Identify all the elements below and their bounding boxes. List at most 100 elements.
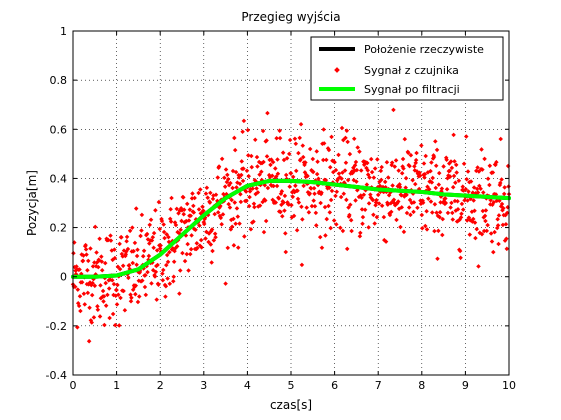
sensor-point xyxy=(408,152,414,158)
sensor-point xyxy=(439,186,445,191)
sensor-point xyxy=(321,141,327,146)
sensor-point xyxy=(462,198,467,203)
sensor-point xyxy=(106,286,112,291)
sensor-point xyxy=(255,190,261,195)
sensor-point xyxy=(344,246,350,252)
sensor-point xyxy=(491,249,496,255)
sensor-point xyxy=(485,176,491,181)
sensor-point xyxy=(284,156,290,161)
series-line-filtered-signal xyxy=(71,178,511,279)
sensor-point xyxy=(359,207,365,212)
sensor-point xyxy=(310,169,316,175)
sensor-point xyxy=(389,209,394,215)
x-tick-label: 6 xyxy=(331,379,338,392)
sensor-point xyxy=(422,175,427,180)
sensor-point xyxy=(276,196,282,201)
sensor-point xyxy=(492,229,497,235)
sensor-point xyxy=(79,279,85,285)
x-tick-label: 7 xyxy=(375,379,382,392)
sensor-point xyxy=(357,233,363,239)
sensor-point xyxy=(465,169,471,174)
sensor-point xyxy=(474,226,480,232)
sensor-point xyxy=(146,253,152,259)
sensor-point xyxy=(429,180,435,185)
sensor-point xyxy=(283,231,288,236)
sensor-point xyxy=(368,156,374,162)
sensor-point xyxy=(274,183,280,189)
sensor-point xyxy=(379,164,384,170)
sensor-point xyxy=(137,294,142,299)
sensor-point xyxy=(467,232,473,237)
sensor-point xyxy=(119,235,124,240)
sensor-point xyxy=(498,136,503,142)
y-tick-label: 0.8 xyxy=(50,74,68,87)
sensor-point xyxy=(472,208,477,213)
sensor-point xyxy=(336,152,341,158)
sensor-point xyxy=(376,201,382,206)
sensor-point xyxy=(478,186,483,192)
sensor-point xyxy=(329,134,334,140)
sensor-point xyxy=(177,291,182,296)
sensor-point xyxy=(429,160,434,165)
sensor-point xyxy=(453,162,459,168)
sensor-point xyxy=(311,198,316,203)
sensor-point xyxy=(399,205,405,210)
sensor-point xyxy=(341,191,347,197)
sensor-point xyxy=(295,196,301,202)
sensor-point xyxy=(264,154,270,159)
x-tick-label: 4 xyxy=(244,379,251,392)
sensor-point xyxy=(133,283,139,288)
legend-label-actual: Położenie rzeczywiste xyxy=(364,43,484,56)
sensor-point xyxy=(482,156,487,162)
sensor-point xyxy=(273,200,279,205)
sensor-point xyxy=(362,207,368,213)
sensor-point xyxy=(134,262,139,268)
sensor-point xyxy=(366,225,371,230)
sensor-point xyxy=(313,210,319,216)
sensor-point xyxy=(436,182,442,187)
sensor-point xyxy=(99,254,104,259)
sensor-point xyxy=(466,189,471,194)
sensor-point xyxy=(155,262,160,268)
sensor-point xyxy=(499,177,504,182)
sensor-point xyxy=(464,134,469,139)
sensor-point xyxy=(483,208,489,213)
sensor-point xyxy=(459,211,464,216)
sensor-point xyxy=(257,172,262,177)
sensor-point xyxy=(471,198,476,203)
sensor-point xyxy=(128,298,134,304)
sensor-point xyxy=(312,204,318,209)
sensor-point xyxy=(417,170,422,175)
sensor-point xyxy=(274,135,279,141)
sensor-point xyxy=(410,177,415,183)
sensor-point xyxy=(465,198,470,203)
sensor-point xyxy=(300,143,306,148)
sensor-point xyxy=(105,292,110,298)
sensor-point xyxy=(456,178,462,184)
sensor-point xyxy=(422,171,428,177)
sensor-point xyxy=(160,267,166,273)
sensor-point xyxy=(83,247,89,252)
sensor-point xyxy=(433,139,438,144)
sensor-point xyxy=(400,156,406,162)
legend: Położenie rzeczywiste Sygnał z czujnika … xyxy=(310,36,504,101)
sensor-point xyxy=(347,151,353,157)
legend-marker-sensor xyxy=(334,67,340,73)
sensor-point xyxy=(475,165,480,170)
sensor-point xyxy=(264,138,269,143)
sensor-point xyxy=(365,160,370,166)
x-tick-label: 2 xyxy=(157,379,164,392)
sensor-point xyxy=(164,252,170,258)
sensor-point xyxy=(413,160,418,166)
sensor-point xyxy=(487,182,492,188)
sensor-point xyxy=(260,128,266,134)
sensor-point xyxy=(84,252,89,257)
x-tick-label: 10 xyxy=(502,379,516,392)
sensor-point xyxy=(171,279,176,284)
sensor-point xyxy=(135,299,141,305)
sensor-point xyxy=(421,161,427,166)
ticks: 0 1 2 3 4 5 6 7 8 9 10 -0.4 -0.2 0 0.2 0.4 0.6 0.8 1 xyxy=(46,25,516,392)
sensor-point xyxy=(182,258,188,264)
sensor-point xyxy=(375,157,380,162)
sensor-point xyxy=(299,262,305,268)
